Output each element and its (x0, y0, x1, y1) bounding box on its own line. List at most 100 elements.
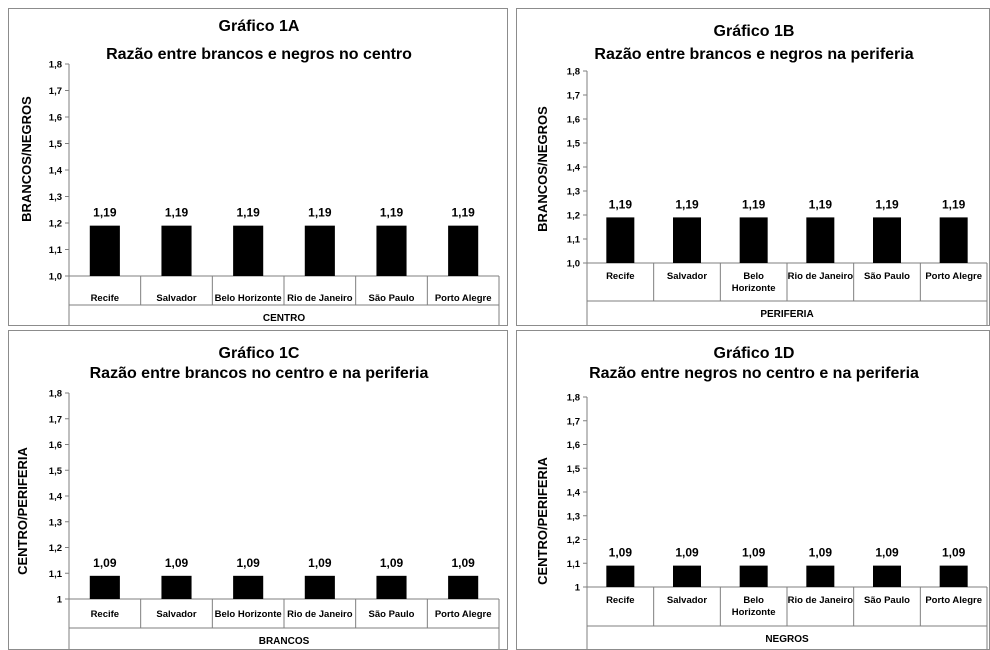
data-label: 1,09 (742, 546, 766, 560)
x-axis-label: CENTRO (263, 313, 305, 324)
y-tick-label: 1,7 (567, 416, 580, 427)
x-category-label: Salvador (156, 609, 196, 620)
data-label: 1,09 (675, 546, 699, 560)
bar (806, 217, 835, 263)
y-axis-label: CENTRO/PERIFERIA (535, 456, 550, 584)
x-category-label: Porto Alegre (925, 595, 982, 606)
x-category-label: Rio de Janeiro (287, 293, 353, 304)
y-tick-label: 1,4 (567, 163, 581, 174)
x-category-label: Porto Alegre (435, 609, 492, 620)
data-label: 1,19 (165, 206, 189, 220)
x-category-label: São Paulo (864, 595, 910, 606)
data-label: 1,19 (451, 206, 475, 220)
chart-title: Gráfico 1B (714, 23, 795, 40)
data-label: 1,19 (236, 206, 260, 220)
y-tick-label: 1,3 (567, 511, 580, 522)
bar (376, 575, 407, 599)
y-tick-label: 1,5 (49, 466, 63, 477)
data-label: 1,09 (609, 546, 633, 560)
data-label: 1,19 (742, 197, 766, 211)
bar (233, 225, 264, 276)
x-category-label: Rio de Janeiro (287, 609, 353, 620)
bar (161, 575, 192, 599)
bar (376, 225, 407, 276)
data-label: 1,09 (451, 556, 475, 570)
bar (606, 217, 635, 263)
y-axis-label: BRANCOS/NEGROS (535, 106, 550, 232)
bar (233, 575, 264, 599)
y-tick-label: 1,3 (49, 192, 62, 203)
bar-chart: Gráfico 1C Razão entre brancos no centro … (15, 345, 500, 649)
bar (873, 217, 901, 263)
x-category-label: São Paulo (864, 271, 910, 282)
bar (89, 575, 120, 599)
x-category-label: Recife (91, 609, 120, 620)
y-tick-label: 1 (575, 583, 581, 594)
y-tick-label: 1,1 (567, 235, 581, 246)
y-tick-label: 1,7 (567, 91, 580, 102)
chart-subtitle: Razão entre negros no centro e na perife… (589, 365, 919, 382)
y-tick-label: 1,4 (567, 488, 581, 499)
y-axis-label: BRANCOS/NEGROS (19, 96, 34, 222)
bar-chart: Gráfico 1B Razão entre brancos e negros n… (535, 23, 988, 325)
y-tick-label: 1,8 (567, 67, 580, 78)
data-label: 1,09 (308, 556, 332, 570)
bar-chart: Gráfico 1D Razão entre negros no centro e… (535, 345, 988, 649)
x-category-label: Belo Horizonte (732, 271, 776, 294)
data-label: 1,19 (809, 197, 833, 211)
x-category-label: Salvador (156, 293, 196, 304)
y-tick-label: 1,1 (49, 245, 63, 256)
chart-subtitle: Razão entre brancos no centro e na perif… (90, 365, 429, 382)
y-tick-label: 1,8 (49, 389, 62, 400)
y-tick-label: 1,2 (567, 535, 580, 546)
y-tick-label: 1,5 (49, 139, 63, 150)
y-tick-label: 1,8 (49, 60, 62, 71)
bar (89, 225, 120, 276)
bar (448, 575, 479, 599)
chart-title: Gráfico 1A (219, 18, 300, 35)
x-category-label: São Paulo (369, 293, 415, 304)
x-category-label: Recife (606, 595, 635, 606)
bar (673, 217, 701, 263)
chart-panel-1d: Gráfico 1D Razão entre negros no centro e… (516, 330, 990, 650)
chart-panel-1c: Gráfico 1C Razão entre brancos no centro … (8, 330, 508, 650)
bar (939, 565, 968, 587)
y-tick-label: 1,5 (567, 139, 581, 150)
y-tick-label: 1,1 (49, 569, 63, 580)
y-tick-label: 1,4 (49, 166, 63, 177)
y-tick-label: 1 (57, 595, 63, 606)
x-axis-label: PERIFERIA (760, 309, 813, 320)
y-tick-label: 1,2 (567, 211, 580, 222)
y-tick-label: 1,1 (567, 559, 581, 570)
data-label: 1,09 (942, 546, 966, 560)
chart-subtitle: Razão entre brancos e negros no centro (106, 46, 412, 63)
x-category-label: Recife (91, 293, 120, 304)
x-axis-label: BRANCOS (259, 636, 310, 647)
data-label: 1,19 (308, 206, 332, 220)
data-label: 1,19 (942, 197, 966, 211)
data-label: 1,09 (875, 546, 899, 560)
chart-title: Gráfico 1D (714, 345, 795, 362)
x-category-label: Recife (606, 271, 635, 282)
bar (161, 225, 192, 276)
x-category-label: Belo Horizonte (215, 293, 282, 304)
chart-panel-1a: Gráfico 1A Razão entre brancos e negros n… (8, 8, 508, 326)
y-tick-label: 1,6 (49, 113, 62, 124)
data-label: 1,09 (380, 556, 404, 570)
y-tick-label: 1,6 (567, 440, 580, 451)
bar (873, 565, 901, 587)
bar (806, 565, 835, 587)
y-tick-label: 1,4 (49, 492, 63, 503)
y-tick-label: 1,2 (49, 543, 62, 554)
y-tick-label: 1,5 (567, 464, 581, 475)
chart-title: Gráfico 1C (219, 345, 300, 362)
x-category-label: Belo Horizonte (215, 609, 282, 620)
x-category-label: Rio de Janeiro (788, 271, 854, 282)
data-label: 1,09 (236, 556, 260, 570)
y-tick-label: 1,3 (49, 517, 62, 528)
y-axis-label: CENTRO/PERIFERIA (15, 446, 30, 574)
x-category-label: São Paulo (369, 609, 415, 620)
bar (739, 565, 768, 587)
y-tick-label: 1,7 (49, 86, 62, 97)
x-category-label: Salvador (667, 271, 707, 282)
